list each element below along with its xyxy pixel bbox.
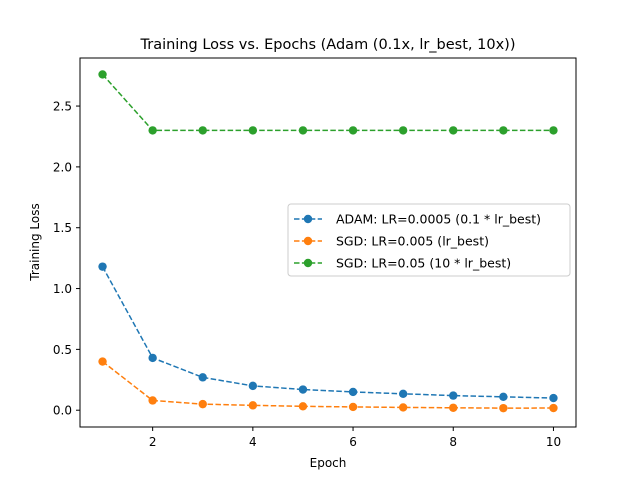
series-3 <box>98 70 558 135</box>
data-point <box>148 396 157 405</box>
y-tick-label: 1.0 <box>53 282 72 296</box>
data-point <box>298 385 308 394</box>
legend-label: ADAM: LR=0.0005 (0.1 * lr_best) <box>336 212 541 227</box>
data-point <box>248 381 258 391</box>
data-point <box>449 403 458 412</box>
x-tick-label: 10 <box>546 435 561 449</box>
series-line <box>101 73 554 132</box>
x-tick-label: 8 <box>449 435 457 449</box>
series-1 <box>98 262 558 403</box>
data-point <box>198 399 207 409</box>
data-point <box>98 357 107 366</box>
legend-label: SGD: LR=0.005 (lr_best) <box>336 234 489 249</box>
data-point <box>499 403 508 413</box>
y-axis: 0.0 0.5 1.0 1.5 2.0 2.5 <box>53 100 80 418</box>
data-point <box>449 391 458 400</box>
legend-marker <box>303 214 313 224</box>
data-point <box>198 373 207 382</box>
legend-frame <box>287 203 571 277</box>
data-point <box>549 393 558 403</box>
y-tick-label: 2.0 <box>53 160 72 174</box>
data-point <box>398 403 408 412</box>
data-point <box>98 70 107 79</box>
data-point <box>348 126 358 135</box>
data-point <box>449 126 458 135</box>
data-point <box>549 403 558 413</box>
legend-label: SGD: LR=0.05 (10 * lr_best) <box>336 256 511 271</box>
data-point <box>499 126 508 135</box>
series-line <box>101 266 554 399</box>
data-point <box>198 126 207 135</box>
x-axis: 2 4 6 8 10 <box>149 427 561 449</box>
data-point <box>549 126 558 135</box>
data-point <box>148 126 157 135</box>
data-point <box>148 353 157 363</box>
y-axis-label: Training Loss <box>28 203 42 281</box>
x-tick-label: 6 <box>349 435 357 449</box>
plot-area <box>79 57 577 428</box>
chart-title: Training Loss vs. Epochs (Adam (0.1x, lr… <box>140 37 516 53</box>
data-point <box>348 402 358 412</box>
data-point <box>298 126 308 135</box>
series-layer <box>98 70 558 413</box>
data-point <box>298 402 308 411</box>
data-point <box>348 387 358 397</box>
legend-marker <box>303 258 313 268</box>
series-line <box>102 360 554 409</box>
y-tick-label: 0.0 <box>53 404 72 418</box>
data-point <box>248 126 258 135</box>
series-2 <box>98 357 558 413</box>
y-tick-label: 0.5 <box>53 343 72 357</box>
plot-frame <box>79 57 577 428</box>
legend-marker <box>303 236 313 246</box>
data-point <box>499 392 508 402</box>
data-point <box>398 126 408 135</box>
y-tick-label: 1.5 <box>53 221 72 235</box>
data-point <box>248 401 258 410</box>
data-point <box>98 262 107 271</box>
x-tick-label: 4 <box>249 435 257 449</box>
data-point <box>398 389 408 398</box>
legend: ADAM: LR=0.0005 (0.1 * lr_best) SGD: LR=0… <box>287 203 571 277</box>
x-axis-label: Epoch <box>310 456 347 470</box>
y-tick-label: 2.5 <box>53 100 72 114</box>
x-tick-label: 2 <box>149 435 157 449</box>
